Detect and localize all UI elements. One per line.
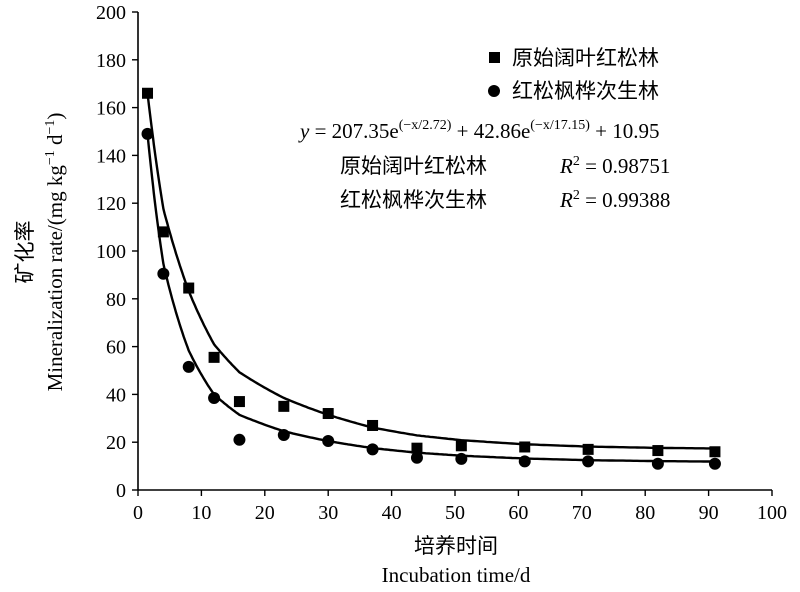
r2-label-1: 原始阔叶红松林: [340, 154, 487, 178]
point-circle: [582, 455, 595, 468]
y-tick-label: 100: [96, 241, 126, 263]
point-square: [278, 400, 290, 412]
point-circle: [182, 360, 195, 373]
legend-label-2: 红松枫桦次生林: [512, 79, 659, 103]
point-square: [208, 351, 220, 363]
point-circle: [651, 457, 664, 470]
point-square: [582, 443, 594, 455]
y-axis-title-en: Mineralization rate/(mg kg−1 d−1): [43, 113, 67, 392]
y-axis-title-cn: 矿化率: [13, 221, 37, 284]
point-square: [233, 396, 245, 408]
point-square: [183, 282, 195, 294]
axes: 0 10 20 30 40 50 60 70 80 90 100 0 20 40 60 80 100 120 140…: [96, 2, 787, 524]
y-axis-title: 矿化率: [13, 221, 37, 284]
y-tick-label: 20: [106, 432, 126, 454]
x-tick-label: 0: [133, 502, 143, 524]
r2-value-2: R2 = 0.99388: [559, 188, 670, 212]
r2-label-2: 红松枫桦次生林: [340, 188, 487, 212]
x-axis-title-en: Incubation time/d: [382, 563, 531, 587]
y-tick-label: 120: [96, 193, 126, 215]
y-tick-label: 60: [106, 337, 126, 359]
point-circle: [518, 455, 531, 468]
point-circle: [322, 435, 335, 448]
fit-curve-series-2: [146, 133, 715, 463]
y-axis-title-en-group: Mineralization rate/(mg kg−1 d−1): [43, 113, 67, 392]
point-square: [455, 440, 467, 452]
point-square: [142, 87, 154, 99]
point-circle: [208, 391, 221, 404]
y-tick-label: 180: [96, 50, 126, 72]
y-tick-label: 80: [106, 289, 126, 311]
legend-marker-square: [489, 52, 500, 63]
point-square: [519, 441, 531, 453]
x-axis-title-cn: 培养时间: [414, 534, 498, 558]
y-tick-label: 140: [96, 145, 126, 167]
fit-curve-series-1: [146, 93, 715, 450]
y-tick-label: 40: [106, 384, 126, 406]
point-circle: [141, 127, 154, 140]
x-tick-label: 60: [508, 502, 528, 524]
x-tick-label: 30: [318, 502, 338, 524]
point-circle: [366, 443, 379, 456]
data-points: [141, 87, 721, 470]
r2-value-1: R2 = 0.98751: [559, 154, 670, 178]
y-tick-label: 200: [96, 2, 126, 24]
legend: 原始阔叶红松林 红松枫桦次生林: [488, 46, 659, 103]
x-tick-label: 10: [191, 502, 211, 524]
point-square: [322, 408, 334, 420]
point-square: [411, 442, 423, 454]
legend-label-1: 原始阔叶红松林: [512, 46, 659, 70]
point-circle: [455, 452, 468, 465]
point-circle: [157, 267, 170, 280]
x-tick-label: 40: [382, 502, 402, 524]
point-square: [652, 445, 664, 457]
x-tick-label: 20: [255, 502, 275, 524]
x-tick-label: 100: [757, 502, 787, 524]
point-circle: [410, 451, 423, 464]
point-square: [367, 419, 379, 431]
point-square: [709, 446, 721, 458]
fitted-curves: [146, 93, 715, 463]
y-tick-label: 0: [116, 480, 126, 502]
legend-marker-circle: [488, 85, 500, 97]
point-circle: [233, 433, 246, 446]
point-circle: [708, 457, 721, 470]
x-tick-label: 70: [572, 502, 592, 524]
fit-equation: y = 207.35e(−x/2.72) + 42.86e(−x/17.15) …: [298, 118, 659, 143]
point-square: [157, 226, 169, 238]
y-tick-label: 160: [96, 98, 126, 120]
point-circle: [277, 429, 290, 442]
x-tick-label: 90: [699, 502, 719, 524]
x-tick-label: 80: [635, 502, 655, 524]
x-tick-label: 50: [445, 502, 465, 524]
